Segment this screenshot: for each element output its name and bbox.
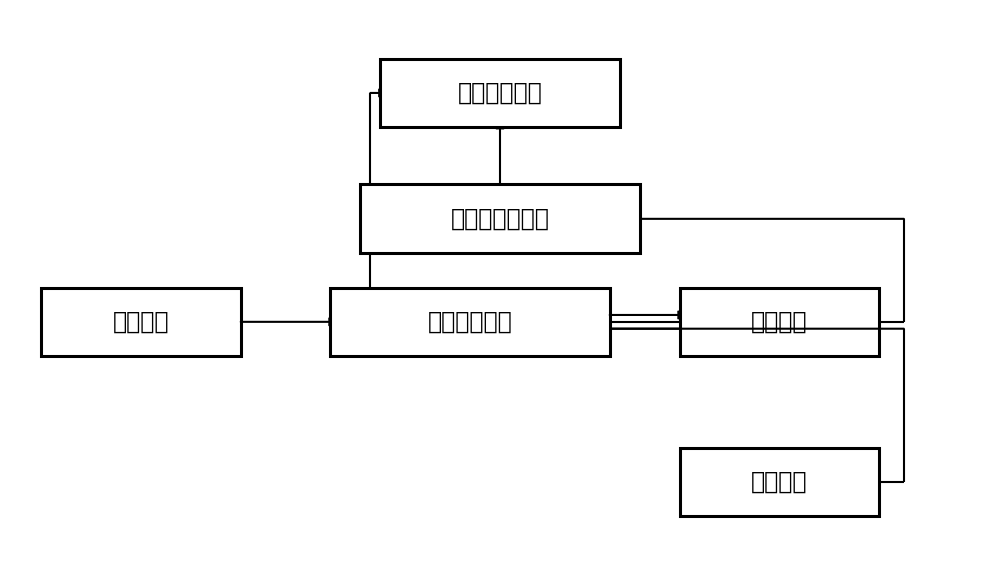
Text: 出料装置: 出料装置 <box>751 310 807 334</box>
Text: 进料装置: 进料装置 <box>113 310 169 334</box>
Bar <box>680 448 879 516</box>
Bar <box>680 288 879 356</box>
Bar <box>360 185 640 253</box>
Text: 活性炭再生装置: 活性炭再生装置 <box>451 207 549 231</box>
Bar <box>330 288 610 356</box>
Bar <box>380 59 620 127</box>
Text: 常温解吸装置: 常温解吸装置 <box>428 310 512 334</box>
Text: 通风装置: 通风装置 <box>751 470 807 494</box>
Text: 尾气处理装置: 尾气处理装置 <box>458 81 542 105</box>
Bar <box>41 288 241 356</box>
